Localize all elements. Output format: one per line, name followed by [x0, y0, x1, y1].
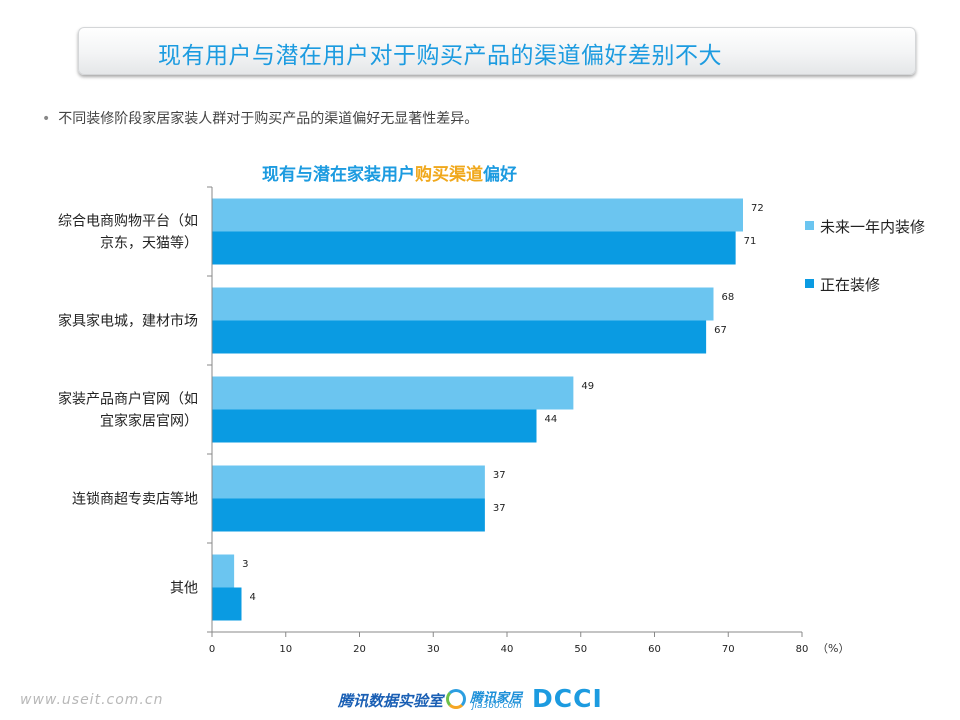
legend-item-series-2: 正在装修 — [805, 274, 880, 295]
data-label-series-2-category-5: 4 — [250, 592, 256, 603]
category-label-1-line-1: 综合电商购物平台（如 — [58, 214, 198, 230]
x-tick-label-80: 80 — [796, 644, 809, 655]
slide-title: 现有用户与潜在用户对于购买产品的渠道偏好差别不大 — [158, 43, 722, 69]
x-tick-label-40: 40 — [501, 644, 514, 655]
chart-title-part1: 现有与潜在家装用户 — [262, 165, 415, 185]
bar-series-1-category-1 — [212, 198, 743, 232]
data-label-series-2-category-2: 67 — [714, 325, 727, 336]
bar-series-2-category-3 — [212, 409, 537, 443]
category-label-5: 其他 — [170, 581, 198, 597]
bar-series-1-category-3 — [212, 376, 574, 410]
category-label-1-line-2: 京东，天猫等） — [100, 235, 198, 252]
x-tick-label-50: 50 — [574, 644, 587, 655]
legend-item-series-1: 未来一年内装修 — [805, 216, 925, 237]
x-tick-label-30: 30 — [427, 644, 440, 655]
footer-lab-logo: 腾讯数据实验室 — [338, 692, 444, 710]
legend-swatch-series-2 — [805, 279, 814, 288]
bar-series-2-category-2 — [212, 320, 707, 354]
x-tick-label-60: 60 — [648, 644, 661, 655]
bar-series-1-category-5 — [212, 554, 235, 588]
bar-series-2-category-1 — [212, 231, 736, 265]
footer-dcci-logo: DCCI — [532, 684, 603, 713]
bar-series-1-category-2 — [212, 287, 714, 321]
jia360-logo-text: 腾讯家居 — [470, 691, 523, 706]
x-tick-label-20: 20 — [353, 644, 366, 655]
legend-label-series-1: 未来一年内装修 — [820, 218, 926, 236]
data-label-series-1-category-3: 49 — [581, 381, 594, 392]
data-label-series-2-category-1: 71 — [744, 236, 757, 247]
slide-title-bar: 现有用户与潜在用户对于购买产品的渠道偏好差别不大 — [78, 27, 916, 75]
bar-series-2-category-4 — [212, 498, 485, 532]
data-label-series-1-category-4: 37 — [493, 470, 506, 481]
category-label-4: 连锁商超专卖店等地 — [72, 491, 198, 508]
category-label-3-line-2: 宜家家居官网） — [100, 413, 198, 430]
x-tick-label-10: 10 — [279, 644, 292, 655]
category-label-2: 家具家电城，建材市场 — [58, 313, 198, 330]
data-label-series-2-category-4: 37 — [493, 503, 506, 514]
footer-watermark-url: www.useit.com.cn — [20, 692, 164, 708]
jia360-logo-subtext: jia360.com — [472, 701, 522, 711]
bullet-point: • 不同装修阶段家居家装人群对于购买产品的渠道偏好无显著性差异。 — [42, 108, 478, 128]
axis-unit-label: （%） — [817, 642, 850, 655]
chart-title: 现有与潜在家装用户购买渠道偏好 — [262, 160, 517, 185]
bullet-icon: • — [42, 111, 51, 127]
x-tick-label-70: 70 — [722, 644, 735, 655]
chart-title-part3: 偏好 — [483, 165, 517, 185]
bullet-text: 不同装修阶段家居家装人群对于购买产品的渠道偏好无显著性差异。 — [58, 111, 479, 127]
data-label-series-2-category-3: 44 — [545, 414, 558, 425]
bar-series-1-category-4 — [212, 465, 485, 499]
legend-swatch-series-1 — [805, 221, 814, 230]
bar-series-2-category-5 — [212, 587, 242, 621]
data-label-series-1-category-1: 72 — [751, 203, 764, 214]
data-label-series-1-category-5: 3 — [242, 559, 248, 570]
footer-jia360-logo: 腾讯家居 jia360.com — [444, 686, 528, 714]
x-tick-label-0: 0 — [209, 644, 215, 655]
category-label-3-line-1: 家装产品商户官网（如 — [58, 391, 198, 408]
data-label-series-1-category-2: 68 — [722, 292, 735, 303]
chart-title-highlight: 购买渠道 — [415, 165, 483, 185]
jia360-logo-icon — [446, 689, 466, 709]
legend-label-series-2: 正在装修 — [820, 276, 881, 294]
